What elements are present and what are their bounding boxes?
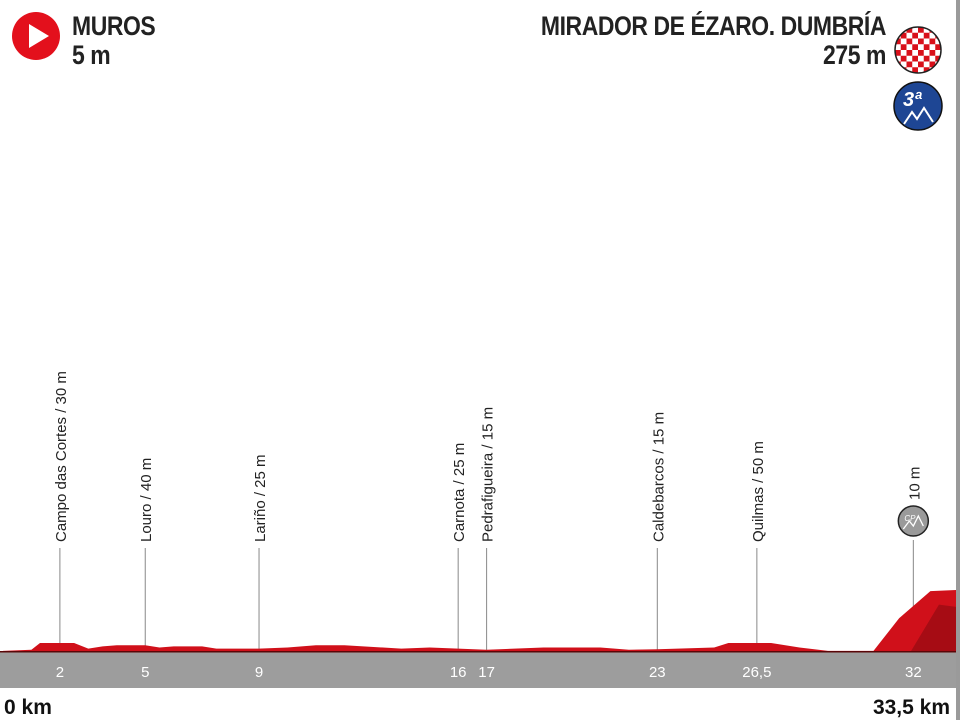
- start-altitude: 5 m: [72, 40, 111, 70]
- checker-square: [912, 32, 918, 39]
- mountain-icon: [903, 106, 934, 125]
- km-tick-label: 2: [56, 664, 64, 681]
- checker-square: [923, 32, 930, 39]
- checker-square: [906, 61, 913, 68]
- checkpoint-icon: [897, 505, 930, 537]
- waypoint-label: Carnota / 25 m: [451, 443, 468, 542]
- checker-square: [906, 38, 913, 45]
- checker-square: [918, 61, 924, 68]
- finish-info: MIRADOR DE ÉZARO. DUMBRÍA 275 m: [540, 11, 887, 70]
- start-info: MUROS 5 m: [72, 11, 156, 70]
- start-name: MUROS: [72, 11, 156, 41]
- checker-square: [900, 44, 907, 50]
- km-tick-label: 32: [905, 664, 922, 681]
- checker-square: [918, 27, 924, 33]
- waypoint-label: Louro / 40 m: [138, 458, 155, 542]
- checkpoint-mountain-icon: [902, 514, 924, 530]
- checker-square: [895, 27, 901, 33]
- km-band: [0, 652, 957, 688]
- right-border: [956, 0, 960, 720]
- checker-square: [935, 44, 941, 50]
- checker-square: [929, 61, 936, 68]
- waypoint-label: Campo das Cortes / 30 m: [53, 371, 70, 542]
- waypoint-label: 10 m: [906, 467, 923, 500]
- checker-square: [923, 55, 930, 62]
- checker-square: [900, 55, 907, 62]
- play-triangle-icon: [29, 24, 49, 48]
- checker-square: [923, 67, 930, 73]
- km-tick-label: 16: [450, 664, 467, 681]
- checker-square: [929, 50, 936, 56]
- checker-square: [935, 67, 941, 73]
- checker-square: [900, 32, 907, 39]
- waypoint-label: Lariño / 25 m: [252, 454, 269, 542]
- checker-square: [923, 44, 930, 50]
- km-tick-label: 17: [478, 664, 495, 681]
- climb-category-label: 3ª: [903, 89, 922, 111]
- elevation-profile: [3, 590, 956, 652]
- checker-square: [912, 44, 918, 50]
- checker-square: [918, 50, 924, 56]
- checker-square: [935, 55, 941, 62]
- km-tick-label: 9: [255, 664, 263, 681]
- baseline: [0, 651, 957, 653]
- checker-square: [895, 38, 901, 45]
- start-km-label: 0 km: [4, 696, 52, 719]
- checker-square: [929, 38, 936, 45]
- km-tick-label: 5: [141, 664, 149, 681]
- checker-square: [912, 55, 918, 62]
- checkpoint-icon-label: CP: [904, 514, 916, 523]
- checker-square: [906, 27, 913, 33]
- finish-name: MIRADOR DE ÉZARO. DUMBRÍA: [540, 11, 887, 41]
- checker-square: [912, 67, 918, 73]
- steep-texture: [910, 604, 956, 652]
- waypoint-label: Quilmas / 50 m: [750, 441, 767, 542]
- finish-altitude: 275 m: [823, 40, 886, 70]
- checker-square: [895, 50, 901, 56]
- checker-square: [918, 38, 924, 45]
- end-km-label: 33,5 km: [873, 696, 950, 719]
- km-tick-label: 23: [649, 664, 666, 681]
- waypoint-label: Caldebarcos / 15 m: [650, 412, 667, 542]
- checkered-border: [894, 26, 942, 74]
- finish-checkered-icon: [894, 26, 942, 74]
- km-tick-label: 26,5: [742, 664, 771, 681]
- checker-square: [906, 50, 913, 56]
- waypoint-label: Pedrafigueira / 15 m: [480, 407, 497, 542]
